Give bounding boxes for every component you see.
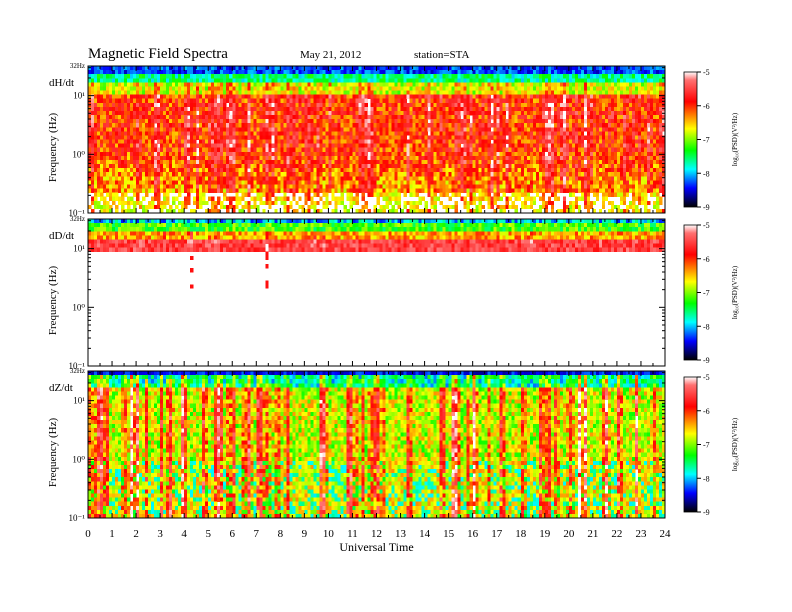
xtick-label: 8 xyxy=(278,528,284,540)
spectrogram-0 xyxy=(88,66,666,214)
xtick-label: 11 xyxy=(347,528,358,540)
colorbar-1 xyxy=(683,224,698,361)
xtick-label: 14 xyxy=(419,528,431,540)
xtick-label: 18 xyxy=(515,528,527,540)
xtick-label: 10 xyxy=(323,528,335,540)
panel-1: 10¹ 10⁰ 10⁻¹ 32Hz dD/dt Frequency (Hz) -5 -6 -7 -… xyxy=(47,215,739,371)
xtick-label: 22 xyxy=(611,528,622,540)
xtick-label: 21 xyxy=(587,528,598,540)
colorbar-tick-label: -5 xyxy=(703,221,710,230)
xtick-label: 20 xyxy=(563,528,575,540)
colorbar-label: log₁₀(PSD)(V²/Hz) xyxy=(731,417,739,471)
ytick-label: 10¹ xyxy=(73,91,85,101)
colorbar-tick-label: -8 xyxy=(703,322,710,331)
xtick-label: 12 xyxy=(371,528,382,540)
ytick-label: 10⁻¹ xyxy=(69,513,86,523)
y-top-label: 32Hz xyxy=(70,62,85,70)
xtick-label: 6 xyxy=(230,528,236,540)
panel-2: 10¹ 10⁰ 10⁻¹ 32Hz dZ/dt Frequency (Hz) -5 -6 -7 -… xyxy=(47,367,739,523)
y-axis-label: Frequency (Hz) xyxy=(47,418,59,488)
xtick-label: 7 xyxy=(254,528,260,540)
colorbar-label: log₁₀(PSD)(V²/Hz) xyxy=(731,265,739,319)
colorbar-tick-label: -8 xyxy=(703,474,710,483)
ytick-label: 10¹ xyxy=(73,244,85,254)
colorbar-tick-label: -6 xyxy=(703,102,710,111)
ytick-label: 10⁰ xyxy=(72,454,85,464)
ytick-label: 10⁻¹ xyxy=(69,361,86,371)
colorbar-tick-label: -9 xyxy=(703,508,710,517)
colorbar-0 xyxy=(683,71,698,208)
colorbar-label: log₁₀(PSD)(V²/Hz) xyxy=(731,112,739,166)
colorbar-tick-label: -7 xyxy=(703,441,710,450)
spectrogram-1 xyxy=(88,219,666,289)
xtick-label: 0 xyxy=(85,528,91,540)
colorbar-tick-label: -8 xyxy=(703,169,710,178)
xtick-label: 17 xyxy=(491,528,503,540)
chart-title: Magnetic Field Spectra xyxy=(88,46,228,62)
y-top-label: 32Hz xyxy=(70,367,85,375)
xtick-label: 24 xyxy=(660,528,672,540)
ytick-label: 10⁰ xyxy=(72,149,85,159)
xtick-label: 1 xyxy=(109,528,115,540)
xtick-label: 23 xyxy=(635,528,647,540)
panel-0: 10¹ 10⁰ 10⁻¹ 32Hz dH/dt Frequency (Hz) -5 -6 -7 -… xyxy=(47,62,739,218)
colorbar-tick-label: -9 xyxy=(703,356,710,365)
chart-station: station=STA xyxy=(414,49,470,61)
xtick-label: 15 xyxy=(443,528,455,540)
ytick-label: 10⁻¹ xyxy=(69,208,86,218)
ytick-label: 10¹ xyxy=(73,396,85,406)
xtick-label: 5 xyxy=(205,528,211,540)
colorbar-tick-label: -5 xyxy=(703,68,710,77)
y-axis-label: Frequency (Hz) xyxy=(47,113,59,183)
colorbar-tick-label: -5 xyxy=(703,373,710,382)
colorbar-tick-label: -7 xyxy=(703,136,710,145)
colorbar-tick-label: -9 xyxy=(703,203,710,212)
x-axis-label: Universal Time xyxy=(339,540,413,554)
xtick-label: 9 xyxy=(302,528,308,540)
xtick-label: 4 xyxy=(181,528,187,540)
panel-label: dZ/dt xyxy=(49,382,73,394)
panel-label: dD/dt xyxy=(49,230,74,242)
colorbar-tick-label: -6 xyxy=(703,407,710,416)
xtick-label: 3 xyxy=(157,528,163,540)
xtick-label: 19 xyxy=(539,528,551,540)
ytick-label: 10⁰ xyxy=(72,302,85,312)
colorbar-tick-label: -6 xyxy=(703,255,710,264)
colorbar-2 xyxy=(683,376,698,513)
xtick-label: 2 xyxy=(133,528,139,540)
xtick-label: 16 xyxy=(467,528,479,540)
chart-date: May 21, 2012 xyxy=(300,49,362,61)
y-axis-label: Frequency (Hz) xyxy=(47,266,59,336)
spectrogram-2 xyxy=(88,371,666,519)
y-top-label: 32Hz xyxy=(70,215,85,223)
colorbar-tick-label: -7 xyxy=(703,289,710,298)
xtick-label: 13 xyxy=(395,528,407,540)
panel-label: dH/dt xyxy=(49,77,74,89)
